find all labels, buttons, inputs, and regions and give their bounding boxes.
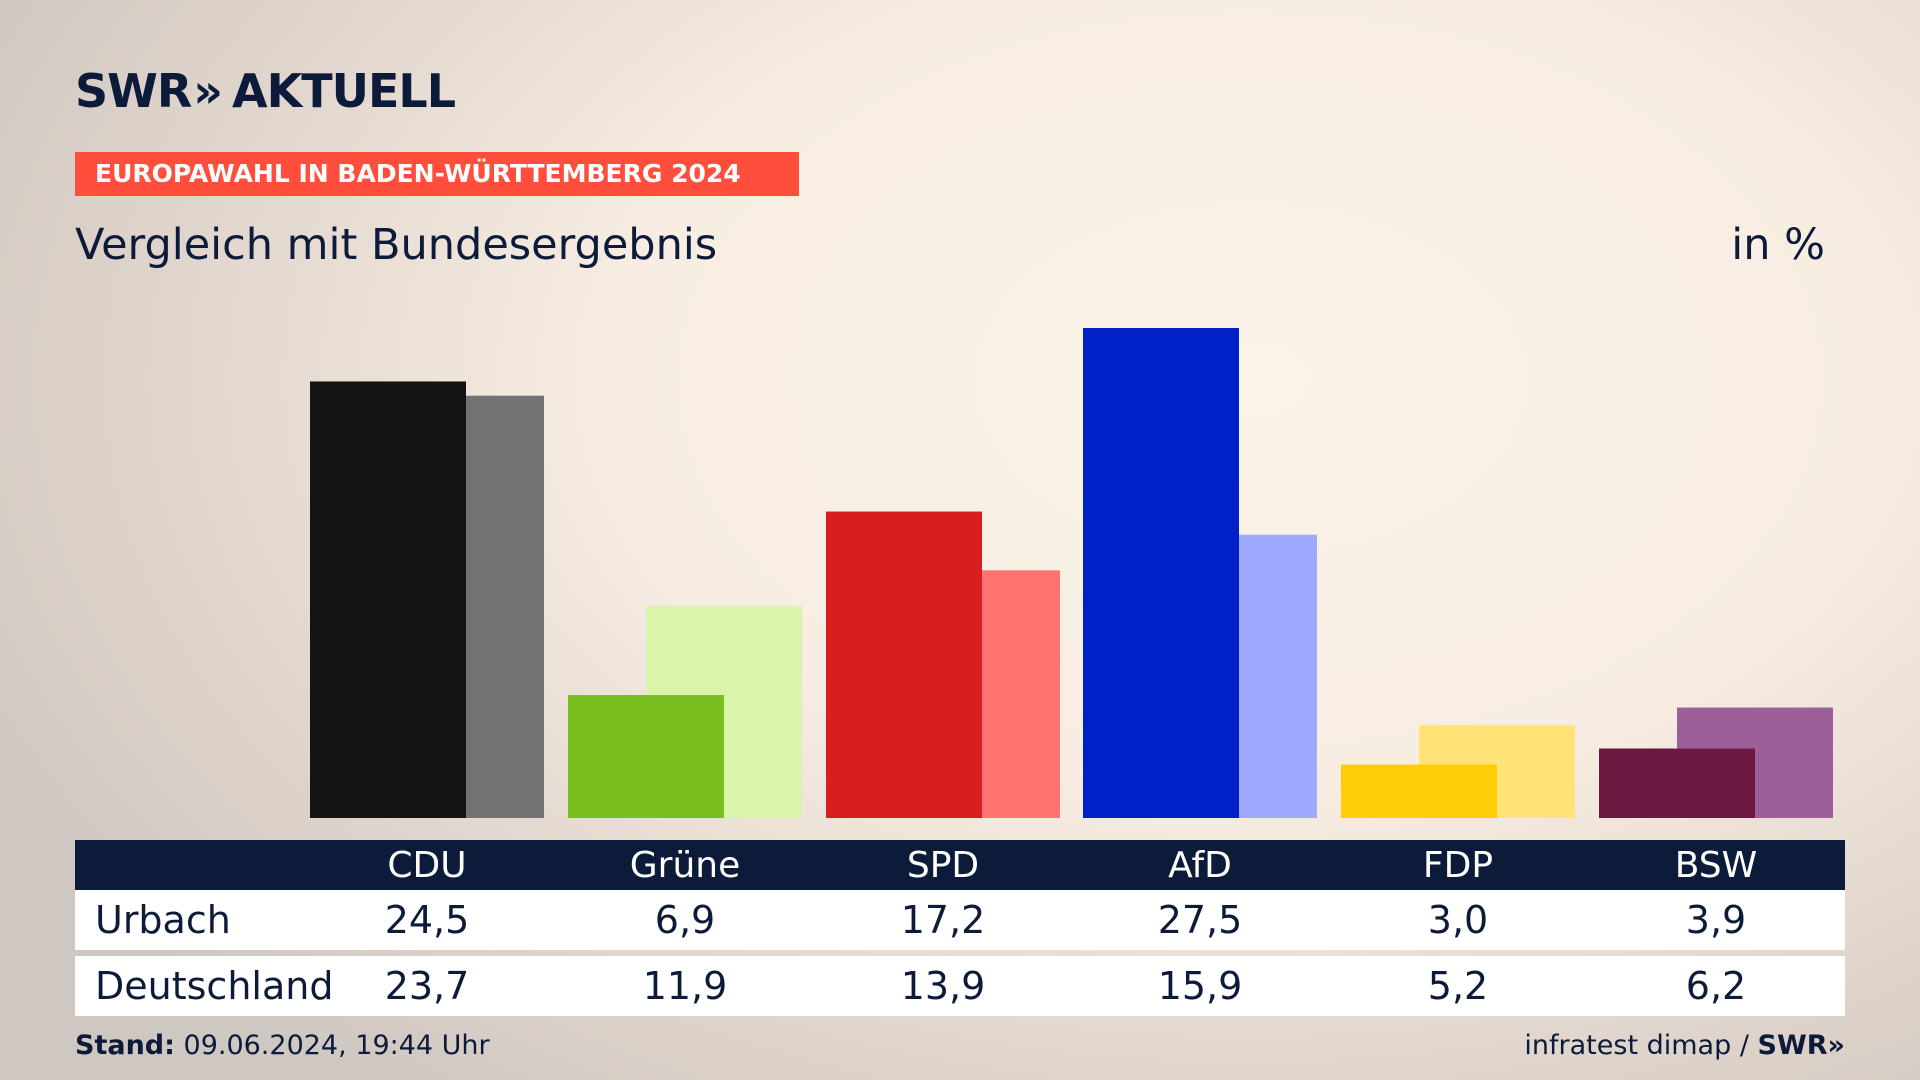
row-label-urbach: Urbach (95, 898, 231, 942)
value-deutschland-afd: 15,9 (1157, 964, 1243, 1008)
brand-section: AKTUELL (232, 64, 456, 118)
source-text: infratest dimap / (1524, 1030, 1749, 1061)
swr-small-logo: SWR» (1757, 1030, 1845, 1061)
bar-urbach-afd (1083, 328, 1239, 818)
bar-urbach-bsw (1599, 748, 1755, 818)
bar-urbach-fdp (1341, 764, 1497, 818)
value-urbach-afd: 27,5 (1157, 898, 1243, 942)
brand-name: SWR (75, 64, 192, 118)
value-deutschland-bsw: 6,2 (1685, 964, 1747, 1008)
value-deutschland-cdu: 23,7 (384, 964, 470, 1008)
value-urbach-bsw: 3,9 (1685, 898, 1747, 942)
results-table: CDU Grüne SPD AfD FDP BSW Urbach 24,5 6,9 17,2 2… (75, 840, 1845, 1016)
election-banner: EUROPAWAHL IN BADEN-WÜRTTEMBERG 2024 (75, 152, 799, 196)
bar-urbach-grüne (568, 695, 724, 818)
value-deutschland-fdp: 5,2 (1427, 964, 1489, 1008)
stand-value: 09.06.2024, 19:44 Uhr (183, 1030, 490, 1061)
swr-aktuell-logo: SWR» AKTUELL (75, 64, 456, 118)
tick-label-afd: AfD (1168, 844, 1232, 886)
tick-label-bsw: BSW (1674, 844, 1758, 886)
tick-label-fdp: FDP (1422, 844, 1494, 886)
tick-label-cdu: CDU (387, 844, 467, 886)
value-urbach-grüne: 6,9 (654, 898, 716, 942)
value-urbach-fdp: 3,0 (1427, 898, 1489, 942)
value-urbach-cdu: 24,5 (384, 898, 470, 942)
table-row-urbach: Urbach 24,5 6,9 17,2 27,5 3,0 3,9 (75, 890, 1845, 950)
chevron-icon: » (193, 64, 223, 118)
stand-label: Stand: (75, 1030, 175, 1061)
value-deutschland-grüne: 11,9 (642, 964, 728, 1008)
table-row-deutschland: Deutschland 23,7 11,9 13,9 15,9 5,2 6,2 (75, 956, 1845, 1016)
timestamp: Stand: 09.06.2024, 19:44 Uhr (75, 1030, 490, 1061)
chart-subtitle: Vergleich mit Bundesergebnis (75, 220, 718, 270)
tick-label-spd: SPD (906, 844, 980, 886)
value-deutschland-spd: 13,9 (900, 964, 986, 1008)
source-credit: infratest dimap / SWR» (1524, 1030, 1845, 1061)
bar-urbach-cdu (310, 381, 466, 818)
tick-label-grüne: Grüne (629, 844, 741, 886)
value-urbach-spd: 17,2 (900, 898, 986, 942)
table-header-row: CDU Grüne SPD AfD FDP BSW (75, 840, 1845, 890)
bar-urbach-spd (826, 511, 982, 818)
unit-label: in % (1731, 220, 1825, 270)
row-label-deutschland: Deutschland (95, 964, 334, 1008)
